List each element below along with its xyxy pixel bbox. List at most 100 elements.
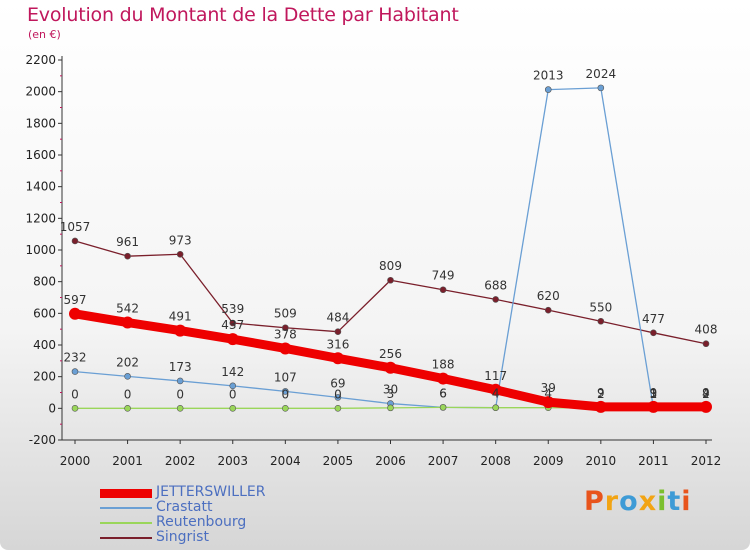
legend-item: Singrist: [100, 530, 265, 545]
data-point-reutenbourg: [334, 405, 342, 412]
data-point-jetterswiller: [700, 400, 712, 413]
data-label-jetterswiller: 491: [169, 310, 192, 324]
legend-label: Crastatt: [156, 499, 213, 515]
data-point-singrist: [282, 324, 289, 332]
data-point-singrist: [71, 237, 79, 245]
data-label-crastatt: 2: [702, 387, 710, 401]
data-label-jetterswiller: 542: [116, 302, 139, 316]
data-label-crastatt: 142: [221, 365, 244, 379]
y-tick-label: 1000: [25, 243, 56, 257]
chart-title: Evolution du Montant de la Dette par Hab…: [27, 4, 459, 26]
y-tick-label: 400: [33, 338, 56, 352]
data-point-jetterswiller: [594, 400, 607, 413]
data-label-singrist: 550: [589, 300, 612, 314]
data-point-jetterswiller: [121, 316, 134, 329]
y-tick-label: 800: [33, 275, 56, 289]
data-point-jetterswiller: [489, 383, 502, 396]
data-point-jetterswiller: [174, 324, 187, 337]
x-tick-label: 2009: [533, 454, 564, 468]
data-label-reutenbourg: 0: [229, 387, 237, 401]
x-tick-label: 2000: [60, 454, 91, 468]
legend-label: Reutenbourg: [156, 514, 247, 530]
legend-item: Crastatt: [100, 500, 265, 515]
y-tick-label: 1400: [25, 180, 56, 194]
data-label-crastatt: 2013: [533, 69, 564, 83]
y-tick-label: 600: [33, 306, 56, 320]
x-tick-label: 2005: [323, 454, 354, 468]
data-point-singrist: [387, 276, 394, 284]
data-point-jetterswiller: [226, 333, 239, 346]
data-label-singrist: 477: [642, 312, 665, 326]
data-point-reutenbourg: [492, 404, 499, 412]
data-label-reutenbourg: 6: [439, 386, 447, 400]
brand-letter: x: [638, 486, 658, 517]
data-label-crastatt: 2024: [586, 67, 617, 81]
data-label-crastatt: 69: [330, 376, 345, 390]
data-point-singrist: [229, 319, 237, 327]
brand-letter: r: [604, 486, 620, 517]
brand-letter: i: [657, 486, 668, 517]
brand-letter: i: [681, 486, 692, 517]
data-label-singrist: 749: [432, 269, 455, 283]
data-label-crastatt: 6: [439, 386, 447, 400]
data-label-crastatt: 30: [383, 383, 398, 397]
data-label-singrist: 1057: [60, 220, 91, 234]
data-point-jetterswiller: [437, 372, 450, 385]
data-point-reutenbourg: [439, 404, 447, 411]
data-label-reutenbourg: 2: [597, 387, 605, 401]
x-tick-label: 2008: [480, 454, 511, 468]
y-tick-label: 0: [48, 401, 56, 415]
data-label-crastatt: 232: [64, 351, 87, 365]
x-tick-label: 2003: [217, 454, 248, 468]
legend-swatch: [100, 537, 152, 539]
data-point-jetterswiller: [69, 307, 81, 320]
data-point-singrist: [439, 286, 447, 294]
brand-letter: o: [619, 486, 639, 517]
legend-swatch: [100, 507, 152, 509]
data-label-singrist: 484: [326, 311, 349, 325]
data-label-crastatt: 3: [650, 387, 658, 401]
data-label-crastatt: 173: [169, 360, 192, 374]
x-tick-label: 2002: [165, 454, 196, 468]
data-label-reutenbourg: 3: [387, 387, 395, 401]
chart-axes: -200 0 2 0 0 400 600 800 1000 1200 1400 1600 1800 200…: [25, 53, 721, 468]
data-label-singrist: 509: [274, 307, 297, 321]
x-tick-label: 2007: [428, 454, 459, 468]
data-label-jetterswiller: 39: [541, 381, 556, 395]
data-point-jetterswiller: [542, 396, 555, 409]
data-point-singrist: [597, 317, 605, 325]
data-point-reutenbourg: [71, 405, 79, 412]
data-point-crastatt: [229, 382, 237, 390]
legend-item: JETTERSWILLER: [100, 485, 265, 500]
data-label-singrist: 809: [379, 259, 402, 273]
data-label-reutenbourg: 4: [492, 387, 500, 401]
data-point-jetterswiller: [384, 361, 397, 374]
legend-swatch: [100, 522, 152, 524]
y-tick-label: 2000: [25, 85, 56, 99]
data-point-crastatt: [544, 86, 552, 93]
y-tick-label: -200: [29, 433, 56, 447]
data-label-jetterswiller: 9: [650, 386, 658, 400]
data-point-reutenbourg: [124, 405, 131, 412]
data-label-jetterswiller: 9: [702, 386, 710, 400]
data-point-jetterswiller: [331, 352, 344, 365]
data-label-jetterswiller: 597: [64, 293, 87, 307]
data-point-crastatt: [597, 84, 605, 92]
data-label-jetterswiller: 9: [597, 386, 605, 400]
x-tick-label: 2006: [375, 454, 406, 468]
data-label-singrist: 973: [169, 233, 192, 247]
data-label-reutenbourg: 0: [124, 387, 132, 401]
y-tick-label: 1800: [25, 116, 56, 130]
data-point-singrist: [492, 296, 499, 303]
data-point-reutenbourg: [176, 405, 184, 412]
data-label-crastatt: 202: [116, 355, 139, 369]
data-label-reutenbourg: 0: [334, 387, 342, 401]
data-point-singrist: [176, 250, 184, 258]
data-point-crastatt: [334, 394, 342, 401]
y-tick-label: 1600: [25, 148, 56, 162]
y-tick-label: 1200: [25, 211, 56, 225]
data-point-singrist: [544, 306, 552, 314]
